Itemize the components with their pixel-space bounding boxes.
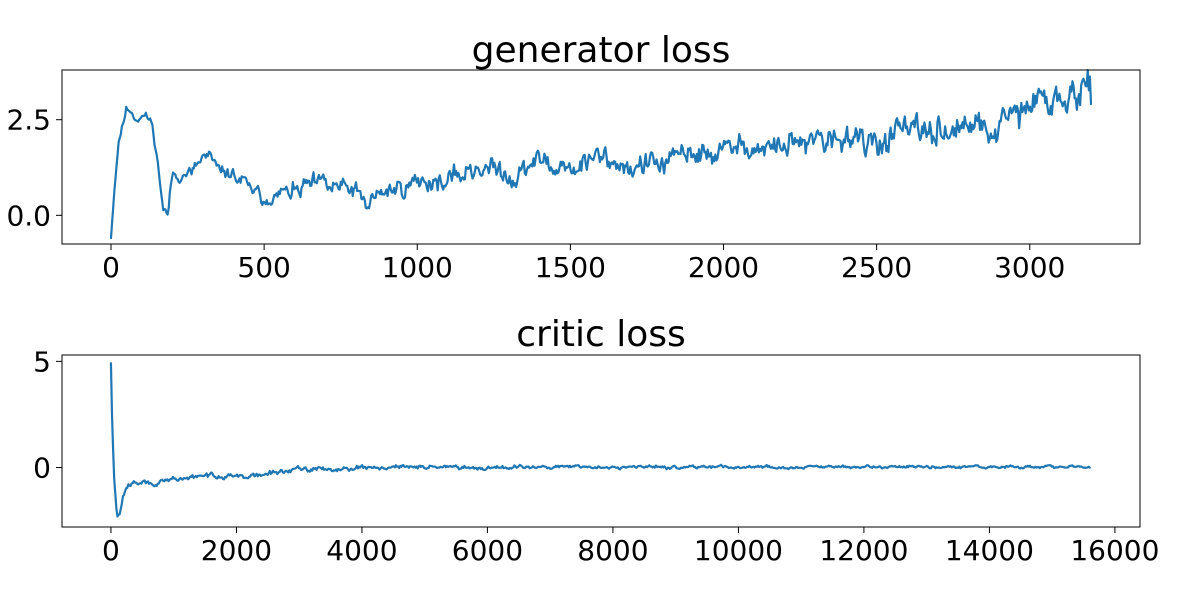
x-tick-label: 1000	[382, 251, 453, 284]
y-tick-label: 5	[33, 345, 51, 378]
x-tick-label: 2500	[841, 251, 912, 284]
x-tick-label: 2000	[201, 534, 272, 567]
x-tick-label: 0	[102, 251, 120, 284]
axes-frame	[61, 354, 1141, 528]
x-tick-label: 3000	[994, 251, 1065, 284]
chart-title: critic loss	[516, 314, 686, 355]
chart-title: generator loss	[472, 30, 731, 71]
x-tick-label: 500	[237, 251, 290, 284]
x-tick-label: 2000	[688, 251, 759, 284]
x-tick-label: 16000	[1070, 534, 1159, 567]
series-line	[109, 362, 1091, 518]
x-tick-label: 10000	[694, 534, 783, 567]
y-tick-label: 0.0	[6, 199, 51, 232]
y-tick-label: 2.5	[6, 104, 51, 137]
series-line	[109, 69, 1093, 240]
x-tick-label: 14000	[945, 534, 1034, 567]
axes-frame	[61, 69, 1141, 245]
x-tick-label: 12000	[819, 534, 908, 567]
x-tick-label: 0	[102, 534, 120, 567]
x-tick-label: 4000	[326, 534, 397, 567]
x-tick-label: 1500	[535, 251, 606, 284]
x-tick-label: 8000	[577, 534, 648, 567]
y-tick-label: 0	[33, 452, 51, 485]
x-tick-label: 6000	[452, 534, 523, 567]
